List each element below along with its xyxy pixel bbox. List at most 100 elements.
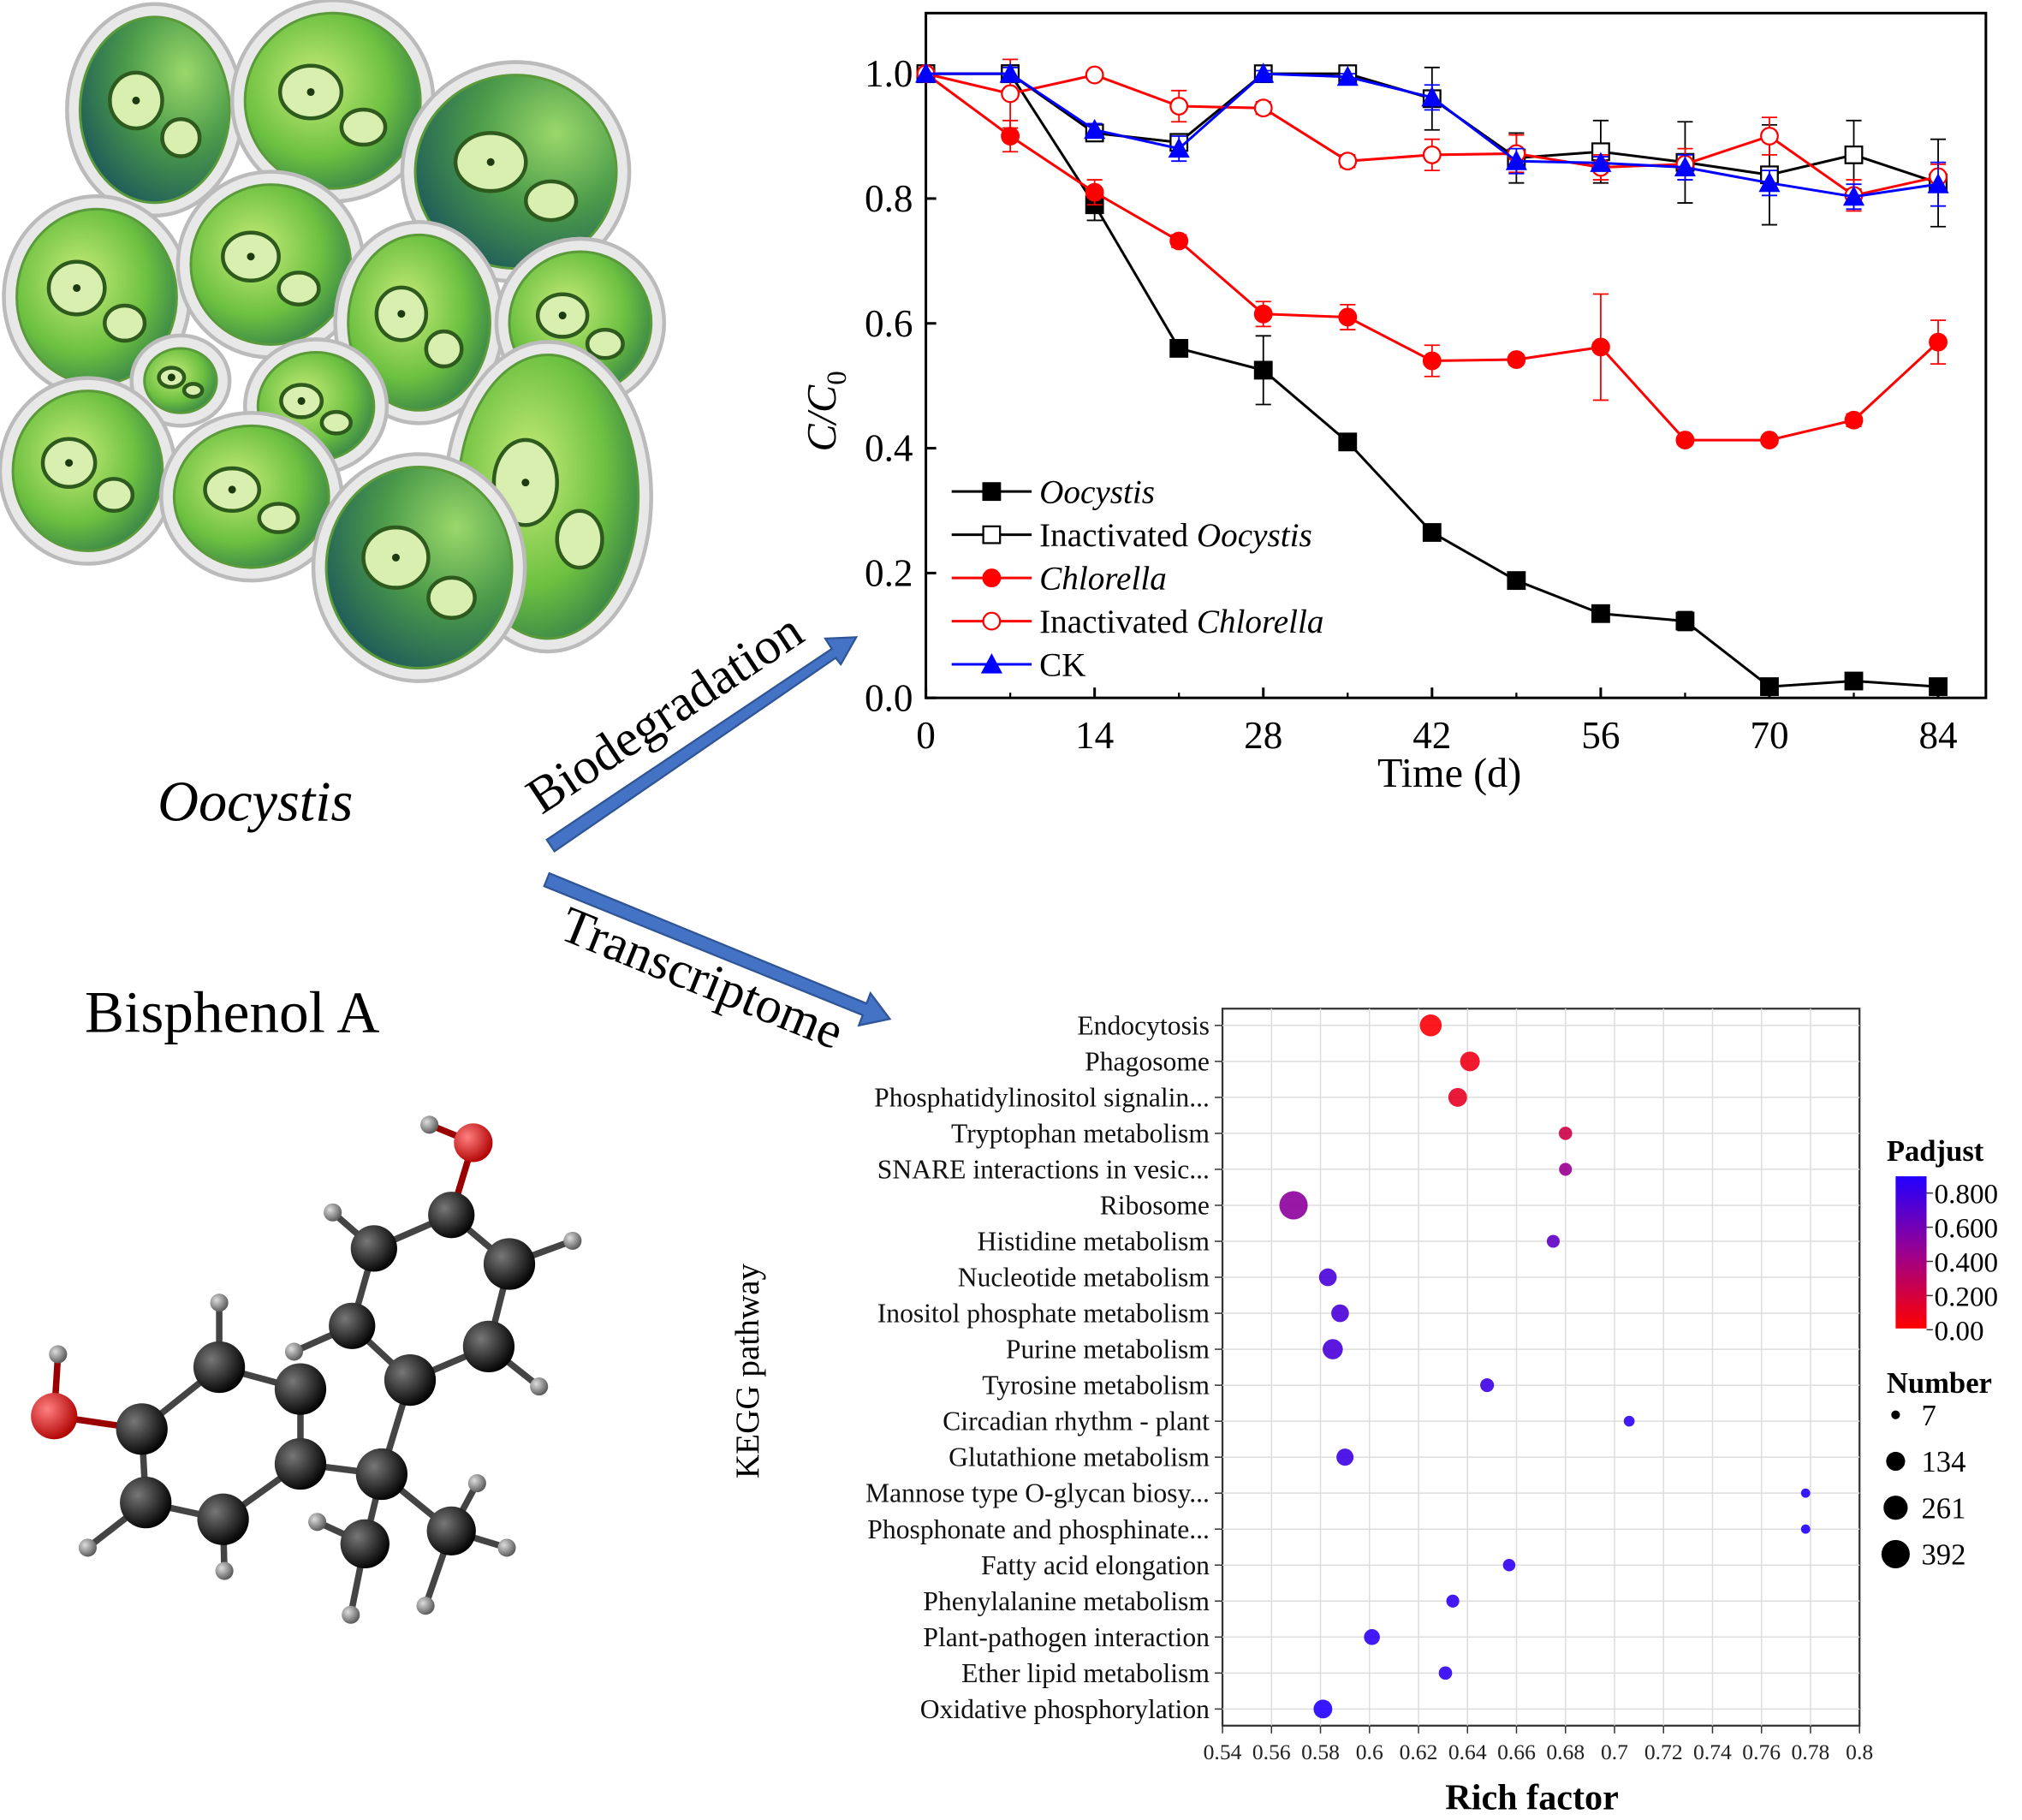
- number-legend: Number 7 134 261 392: [1881, 1367, 1992, 1571]
- pathway-label: Ether lipid metabolism: [961, 1658, 1210, 1688]
- hydrogen-atom: [284, 1342, 303, 1361]
- hydrogen-atom: [342, 1605, 360, 1624]
- hydrogen-atom: [563, 1231, 582, 1250]
- pathway-label: Phagosome: [1085, 1046, 1210, 1076]
- carbon-atom: [340, 1519, 390, 1569]
- legend-label: CK: [1039, 647, 1085, 684]
- carbon-atom: [462, 1320, 515, 1373]
- cell-organelle: [585, 327, 625, 360]
- x-tick-label: 14: [1075, 714, 1114, 757]
- legend-label-prefix: Inactivated: [1039, 517, 1197, 554]
- x-axis-label: Time (d): [1377, 751, 1521, 796]
- data-point: [1252, 62, 1275, 83]
- bubble-y-axis-label: KEGG pathway: [729, 1264, 766, 1479]
- bubble-inositol-phosphate-metabolism: [1331, 1304, 1349, 1323]
- colorbar-tick-label: 0.400: [1935, 1247, 1999, 1279]
- carbon-atom: [197, 1493, 249, 1545]
- data-point: [1507, 350, 1526, 369]
- x-tick-label: 56: [1581, 714, 1620, 757]
- legend-label-prefix: CK: [1039, 647, 1085, 684]
- pathway-label: Phosphatidylinositol signalin...: [874, 1082, 1210, 1112]
- size-legend-dot: [1881, 1539, 1910, 1569]
- cell-organelle: [92, 477, 135, 514]
- cell-dot: [247, 253, 255, 261]
- carbon-atom: [274, 1437, 327, 1490]
- data-point: [1169, 231, 1189, 251]
- data-point: [1760, 677, 1779, 696]
- bubble-endocytosis: [1419, 1014, 1442, 1037]
- oxygen-atom: [31, 1393, 78, 1440]
- bubble-fatty-acid-elongation: [1502, 1558, 1516, 1572]
- data-point: [1929, 332, 1948, 352]
- padjust-colorbar: [1895, 1176, 1927, 1329]
- data-point: [1760, 127, 1779, 146]
- data-point: [1084, 118, 1106, 140]
- data-point: [915, 62, 937, 83]
- cell-dot: [297, 396, 306, 405]
- x-tick-label: 0.74: [1693, 1740, 1732, 1764]
- x-tick-label: 0.78: [1792, 1740, 1830, 1764]
- data-point: [999, 62, 1021, 83]
- size-legend-label: 392: [1922, 1538, 1966, 1571]
- bubble-tyrosine-metabolism: [1480, 1378, 1495, 1393]
- hydrogen-atom: [416, 1597, 435, 1615]
- carbon-atom: [193, 1341, 246, 1394]
- y-tick-label: 0.2: [865, 551, 913, 594]
- bubble-phenylalanine-metabolism: [1446, 1594, 1460, 1608]
- bubble-histidine-metabolism: [1546, 1234, 1560, 1248]
- data-point: [1001, 127, 1020, 146]
- legend-marker: [982, 611, 1002, 631]
- data-point: [1844, 671, 1864, 691]
- carbon-atom: [355, 1448, 408, 1501]
- data-point: [1422, 351, 1442, 371]
- cell-organelle: [555, 509, 604, 570]
- pathway-label: Ribosome: [1100, 1191, 1210, 1221]
- data-point: [1927, 173, 1949, 193]
- line-plot-frame: [925, 11, 1988, 699]
- data-point: [1674, 156, 1696, 177]
- carbon-atom: [428, 1192, 475, 1239]
- cell-organelle: [160, 116, 202, 158]
- pathway-label: Oxidative phosphorylation: [920, 1694, 1210, 1724]
- cell-dot: [228, 485, 236, 494]
- x-tick-label: 0.62: [1400, 1740, 1438, 1764]
- data-point: [1169, 338, 1189, 358]
- pathway-label: Nucleotide metabolism: [958, 1263, 1210, 1293]
- pathway-label: Inositol phosphate metabolism: [877, 1299, 1210, 1329]
- data-point: [1253, 304, 1273, 324]
- size-legend-label: 261: [1922, 1492, 1966, 1525]
- bubble-plot-frame: [1221, 1008, 1861, 1727]
- data-point: [1169, 97, 1189, 116]
- x-tick-label: 84: [1918, 714, 1957, 757]
- bubble-nucleotide-metabolism: [1318, 1268, 1337, 1287]
- hydrogen-atom: [308, 1513, 327, 1532]
- carbon-atom: [120, 1477, 172, 1529]
- bubble-phosphonate-and-phosphinate: [1800, 1524, 1811, 1534]
- series-ck: [915, 62, 1949, 211]
- cell-dot: [391, 553, 400, 562]
- x-tick-label: 0.72: [1644, 1740, 1683, 1764]
- colorbar-tick-label: 0.200: [1935, 1281, 1999, 1312]
- carbon-atom: [350, 1225, 397, 1272]
- data-point: [1758, 171, 1781, 193]
- legend-label-italic: Oocystis: [1197, 517, 1312, 554]
- hydrogen-atom: [78, 1538, 97, 1557]
- pathway-label: SNARE interactions in vesic...: [877, 1154, 1210, 1184]
- carbon-atom: [483, 1238, 536, 1290]
- legend-label-italic: Chlorella: [1039, 561, 1167, 598]
- data-point: [1507, 571, 1526, 591]
- hydrogen-atom: [210, 1294, 229, 1312]
- x-tick-label: 42: [1412, 714, 1451, 757]
- size-legend-dot: [1886, 1451, 1906, 1472]
- pathway-label: Tyrosine metabolism: [982, 1371, 1210, 1401]
- legend-marker: [980, 653, 1002, 674]
- legend-marker: [982, 482, 1002, 502]
- pathway-label: Purine metabolism: [1006, 1335, 1210, 1365]
- bubble-circadian-rhythm-plant: [1623, 1415, 1635, 1427]
- x-tick-label: 0.64: [1448, 1740, 1487, 1764]
- pathway-label: Plant-pathogen interaction: [923, 1622, 1210, 1652]
- pathway-label: Histidine metabolism: [978, 1227, 1210, 1257]
- legend-label-prefix: Inactivated: [1039, 604, 1197, 640]
- bubble-mannose-type-o-glycan-biosy: [1800, 1488, 1811, 1498]
- pathway-label: Circadian rhythm - plant: [943, 1407, 1210, 1436]
